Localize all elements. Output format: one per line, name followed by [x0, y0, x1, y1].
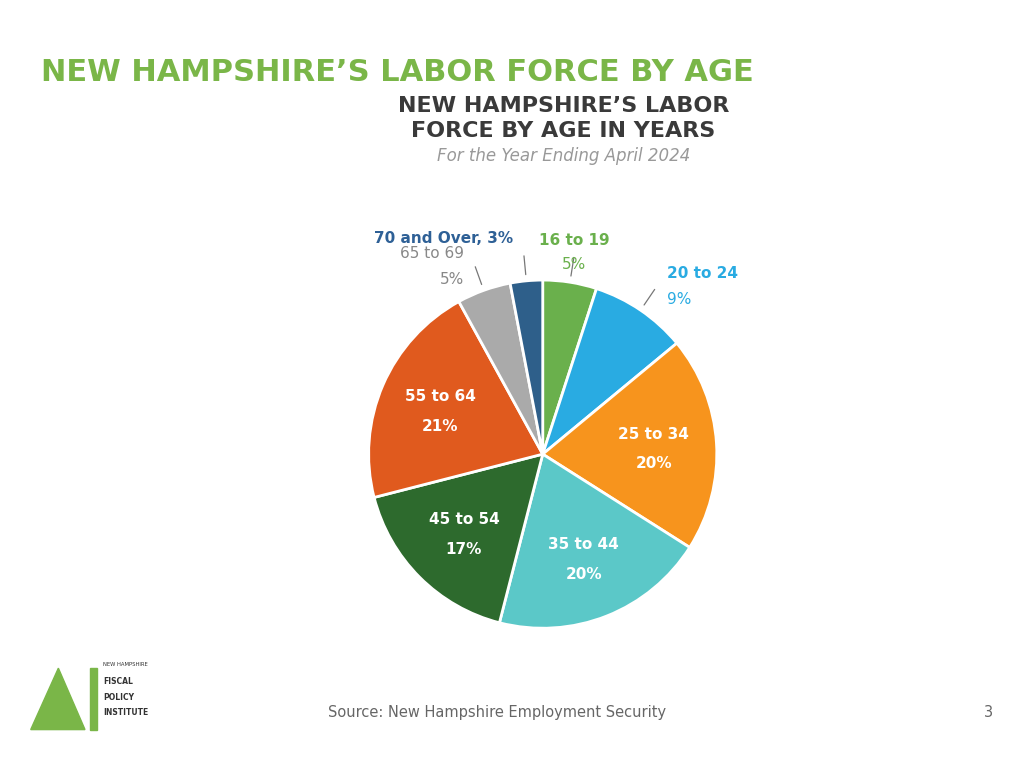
- Text: INSTITUTE: INSTITUTE: [103, 708, 148, 717]
- Text: 55 to 64: 55 to 64: [406, 389, 476, 404]
- Text: NEW HAMPSHIRE’S LABOR
FORCE BY AGE IN YEARS: NEW HAMPSHIRE’S LABOR FORCE BY AGE IN YE…: [397, 96, 729, 141]
- Text: 20%: 20%: [565, 567, 602, 582]
- Text: NEW HAMPSHIRE’S LABOR FORCE BY AGE: NEW HAMPSHIRE’S LABOR FORCE BY AGE: [41, 58, 754, 87]
- Text: 16 to 19: 16 to 19: [539, 233, 609, 248]
- Text: 45 to 54: 45 to 54: [429, 512, 500, 528]
- Text: 21%: 21%: [422, 419, 459, 434]
- Wedge shape: [374, 454, 543, 623]
- Wedge shape: [543, 280, 597, 454]
- Text: 70 and Over, 3%: 70 and Over, 3%: [374, 231, 513, 247]
- Text: 9%: 9%: [667, 292, 691, 306]
- Polygon shape: [31, 668, 85, 730]
- Text: 35 to 44: 35 to 44: [549, 537, 620, 552]
- Text: 3: 3: [984, 705, 993, 720]
- Text: 65 to 69: 65 to 69: [400, 247, 464, 261]
- Text: 25 to 34: 25 to 34: [618, 426, 689, 442]
- Wedge shape: [543, 343, 717, 548]
- Text: 5%: 5%: [562, 257, 587, 272]
- Text: POLICY: POLICY: [103, 693, 134, 702]
- Text: 5%: 5%: [439, 273, 464, 287]
- Wedge shape: [459, 283, 543, 454]
- Text: For the Year Ending April 2024: For the Year Ending April 2024: [436, 147, 690, 165]
- Bar: [90, 668, 97, 730]
- Text: 17%: 17%: [445, 542, 482, 557]
- Text: 20%: 20%: [636, 456, 672, 472]
- Text: 20 to 24: 20 to 24: [667, 266, 737, 280]
- Text: FISCAL: FISCAL: [103, 677, 133, 687]
- Text: Source: New Hampshire Employment Security: Source: New Hampshire Employment Securit…: [328, 705, 666, 720]
- Text: NEW HAMPSHIRE: NEW HAMPSHIRE: [103, 662, 148, 667]
- Wedge shape: [500, 454, 690, 628]
- Wedge shape: [510, 280, 543, 454]
- Wedge shape: [369, 302, 543, 498]
- Wedge shape: [543, 289, 677, 454]
